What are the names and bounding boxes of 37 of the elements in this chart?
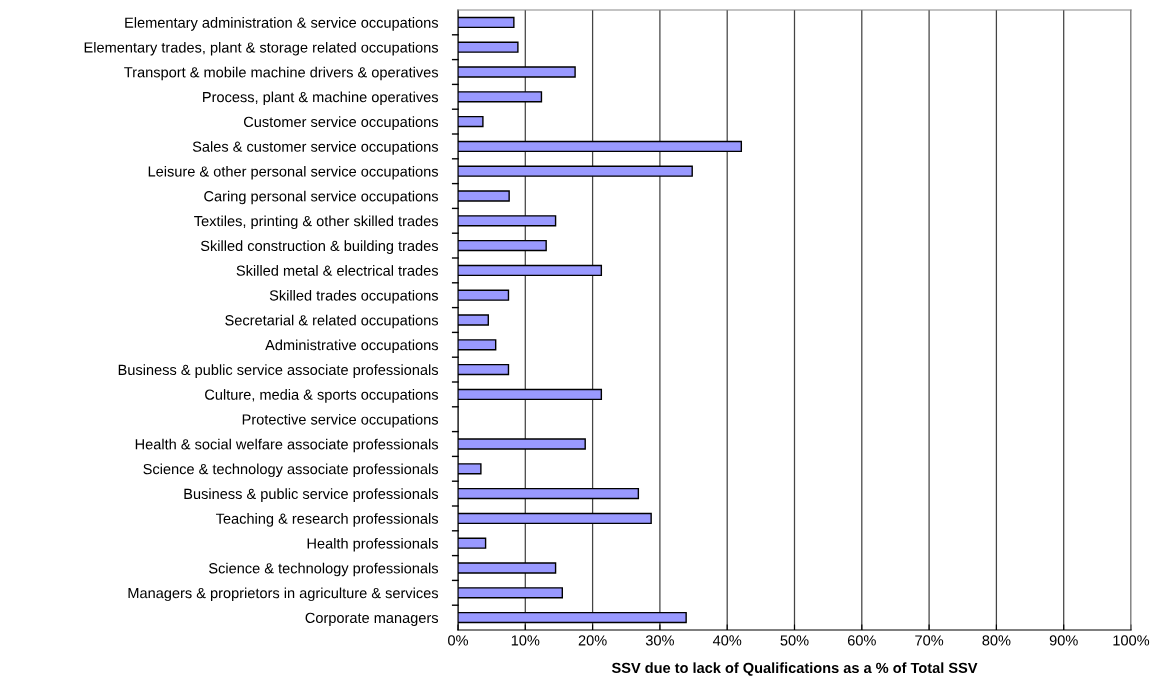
- y-tick-label: Elementary trades, plant & storage related occupations: [84, 41, 439, 56]
- y-tick-label: Skilled construction & building trades: [200, 240, 439, 254]
- x-tick-label: 30%: [645, 635, 674, 646]
- y-tick-label: Culture, media & sports occupations: [205, 389, 439, 403]
- y-tick-label: Protective service occupations: [242, 413, 439, 428]
- x-tick-label: 70%: [915, 635, 944, 646]
- y-tick-label: Sales & customer service occupations: [192, 141, 439, 155]
- y-tick-label: Business & public service professionals: [184, 488, 439, 502]
- y-tick-label: Skilled metal & electrical trades: [236, 265, 439, 276]
- x-tick-label: 60%: [847, 635, 876, 646]
- y-tick-label: Health professionals: [307, 537, 439, 552]
- x-tick-label: 10%: [511, 635, 540, 646]
- y-tick-label: Skilled trades occupations: [269, 289, 439, 304]
- y-tick-label: Science & technology professionals: [209, 562, 439, 577]
- y-tick-label: Teaching & research professionals: [215, 513, 439, 527]
- x-tick-label: 40%: [712, 635, 742, 646]
- y-tick-label: Managers & proprietors in agriculture & services: [128, 587, 439, 602]
- y-tick-label: Textiles, printing & other skilled trades: [194, 215, 439, 230]
- y-tick-label: Health & social welfare associate professionals: [135, 438, 439, 453]
- x-tick-label: 20%: [578, 635, 607, 646]
- y-tick-label: Business & public service associate professionals: [118, 364, 439, 378]
- y-tick-label: Transport & mobile machine drivers & operatives: [124, 66, 439, 81]
- y-tick-label: Customer service occupations: [243, 116, 439, 130]
- y-tick-label: Corporate managers: [305, 612, 439, 626]
- y-tick-label: Secretarial & related occupations: [225, 314, 439, 329]
- y-tick-label: Process, plant & machine operatives: [203, 91, 439, 106]
- x-tick-label: 0%: [448, 635, 469, 646]
- y-tick-label: Caring personal service occupations: [204, 190, 439, 205]
- x-axis-title: SSV due to lack of Qualifications as a % of Total SSV: [611, 662, 978, 676]
- x-tick-label: 90%: [1049, 635, 1078, 646]
- y-tick-label: Elementary administration & service occupations: [125, 17, 439, 31]
- y-tick-label: Leisure & other personal service occupations: [148, 165, 439, 180]
- x-tick-label: 50%: [780, 635, 809, 646]
- x-tick-label: 80%: [982, 635, 1011, 646]
- y-tick-label: Science & technology associate professionals: [143, 463, 439, 478]
- y-tick-label: Administrative occupations: [265, 339, 439, 354]
- x-tick-label: 100%: [1113, 635, 1150, 646]
